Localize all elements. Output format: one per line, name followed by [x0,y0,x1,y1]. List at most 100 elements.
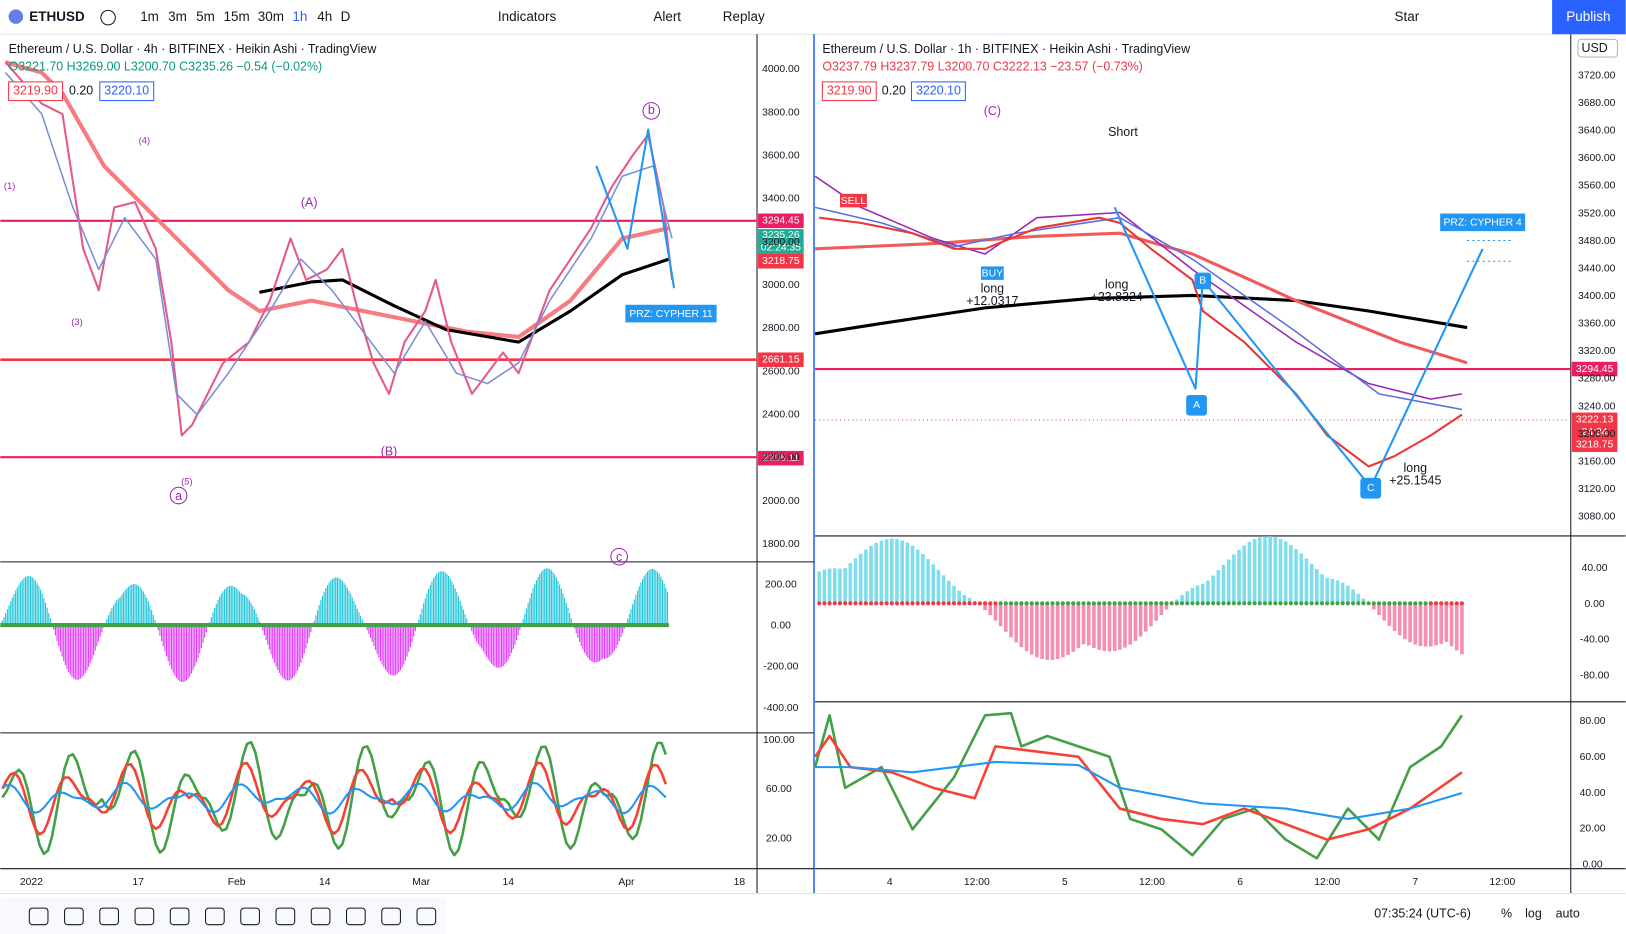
interval[interactable]: 15m [224,9,250,24]
signal-dot [858,601,863,606]
signal-dot [946,601,951,606]
tool-icon[interactable] [205,907,225,926]
moving-average [259,257,670,344]
time-label: 18 [734,877,746,888]
price-line [4,61,674,437]
interval[interactable]: 1h [292,9,307,24]
ask[interactable]: 3220.10 [104,84,149,98]
signal-dot [1216,601,1221,606]
moving-average [814,175,1463,400]
signal-box [980,266,1004,280]
signal-dot [837,601,843,606]
auto-toggle[interactable]: auto [1556,907,1580,921]
signal-dot [1268,601,1273,606]
tool-icon[interactable] [240,907,260,926]
tool-icon[interactable] [28,907,49,926]
alert[interactable]: Alert [653,9,681,24]
signal-dot [1102,601,1107,606]
wave-label: c [616,550,622,564]
signal-dot [993,601,998,606]
signal-dot [1076,601,1081,606]
signal-dot [972,601,977,606]
interval[interactable]: 3m [168,9,187,24]
signal-dot [1128,601,1133,606]
tool-icon[interactable] [134,907,155,926]
tool-icon[interactable] [275,907,296,926]
axis-label: 3320.00 [1578,346,1616,357]
axis-label: 3360.00 [1578,319,1616,330]
signal-dot [879,601,884,606]
ask-box[interactable] [910,81,966,102]
add-symbol[interactable] [100,9,116,26]
signal-dot [1014,601,1019,606]
countdown: 24:34 [1582,427,1608,438]
signal-dot [936,601,941,606]
signal-dot [1351,601,1356,606]
signal-dot [863,601,868,606]
bid[interactable]: 3219.90 [13,84,58,98]
chart-title: Ethereum / U.S. Dollar · 1h · BITFINEX ·… [822,42,1190,56]
time-label: 12:00 [1139,877,1165,888]
signal-dot [1387,601,1392,606]
signal-dot [1195,601,1200,606]
signal-dot [1097,601,1102,606]
signal-dot [977,601,982,606]
signal-dot [1179,601,1185,606]
bid[interactable]: 3219.90 [827,84,872,98]
log-toggle[interactable]: log [1525,907,1542,921]
interval[interactable]: 1m [140,9,159,24]
signal-dot [1361,601,1366,606]
bid-box[interactable] [821,81,877,102]
bid-box[interactable] [8,81,64,102]
point-label: C [1367,483,1375,494]
ask[interactable]: 3220.10 [916,84,961,98]
interval[interactable]: D [341,9,351,24]
tool-icon[interactable] [169,907,190,926]
moving-average [814,293,1468,336]
signal-dot [1325,601,1330,606]
signal-dot [1449,601,1454,606]
layout-name[interactable]: Star [1395,9,1420,24]
tool-icon[interactable] [416,907,437,926]
tool-icon[interactable] [99,907,119,926]
signal-dot [900,601,905,606]
replay[interactable]: Replay [723,9,765,24]
interval[interactable]: 5m [196,9,215,24]
clock: 07:35:24 (UTC-6) [1374,907,1471,921]
signal-dot [817,601,822,606]
oscillator-line [814,734,1463,841]
point-box [1194,272,1212,290]
tool-icon[interactable] [64,907,84,926]
symbol[interactable]: ETHUSD [29,9,85,24]
publish-button[interactable] [1552,0,1626,35]
tool-icon[interactable] [381,907,401,926]
percent-toggle[interactable]: % [1501,907,1512,921]
tool-icon[interactable] [310,907,331,926]
trade-label: long [1404,461,1428,475]
trade-label: long [981,281,1005,295]
axis-label: 60.00 [1580,752,1606,763]
time-label: 17 [132,877,144,888]
ohlc: O3221.70 H3269.00 L3200.70 C3235.26 −0.5… [9,60,323,74]
interval[interactable]: 4h [317,9,332,24]
wave-label: (C) [984,104,1001,118]
signal-dot [1454,601,1459,606]
tool-icon[interactable] [346,907,366,926]
publish[interactable]: Publish [1566,9,1610,24]
time-label: 4 [887,877,893,888]
signal-dot [1154,601,1159,606]
signal-dot [1211,601,1216,606]
indicators[interactable]: Indicators [498,9,557,24]
currency[interactable]: USD [1581,41,1607,55]
ask-box[interactable] [99,81,155,102]
signal-dot [1314,601,1319,606]
interval[interactable]: 30m [258,9,284,24]
signal-dot [1433,601,1439,606]
currency-select[interactable] [1577,38,1618,58]
axis-label: -80.00 [1580,671,1610,682]
signal-dot [998,601,1003,606]
symbol-icon [8,9,24,24]
signal-dot [1138,601,1143,606]
signal-dot [1107,601,1112,606]
signal-dot [1169,601,1174,606]
